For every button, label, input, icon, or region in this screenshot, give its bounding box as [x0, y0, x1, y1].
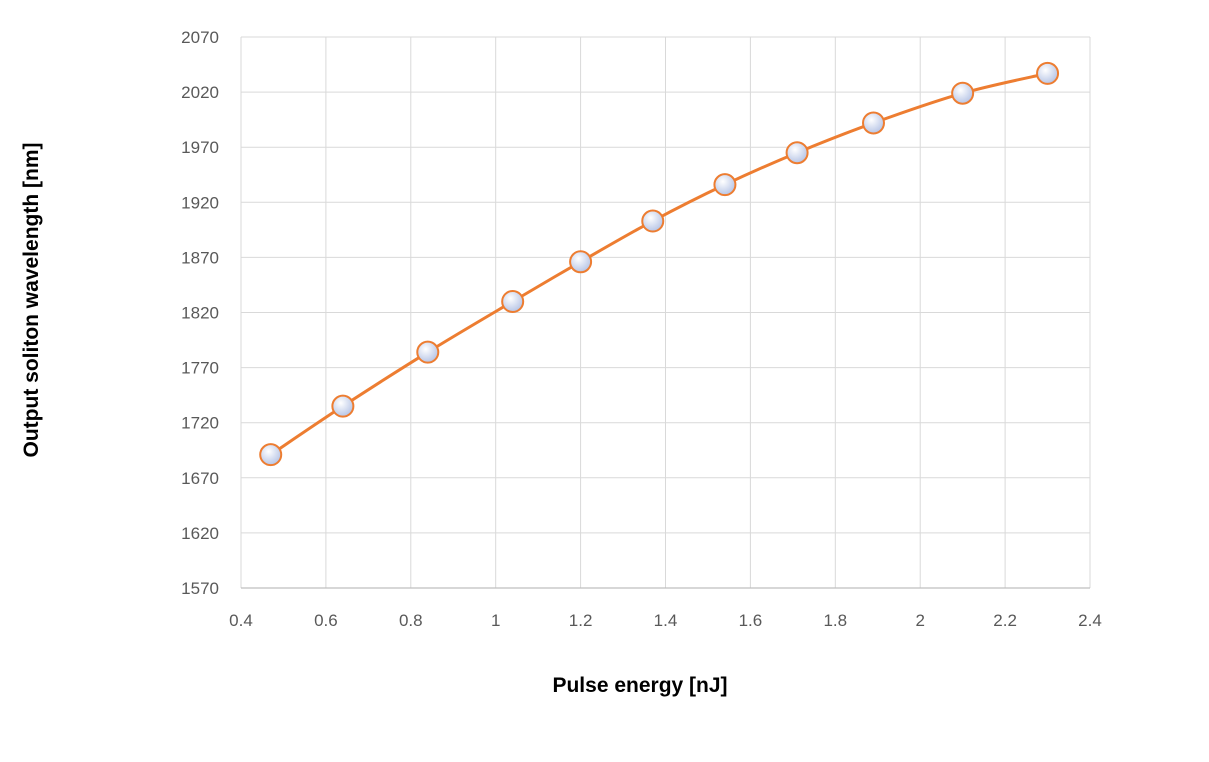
y-tick-label: 1820: [181, 304, 219, 323]
y-axis-title: Output soliton wavelength [nm]: [20, 143, 43, 458]
y-tick-label: 2070: [181, 28, 219, 47]
data-point-marker: [785, 141, 809, 165]
y-tick-label: 1920: [181, 193, 219, 212]
x-axis-title: Pulse energy [nJ]: [552, 674, 727, 697]
y-axis-ticks: 1570 1620 1670 1720 1770 1820 1870 1920 1970 2020…: [181, 28, 219, 598]
y-tick-label: 1620: [181, 524, 219, 543]
y-tick-label: 1720: [181, 414, 219, 433]
data-point-marker: [1036, 61, 1060, 85]
data-point-marker: [713, 173, 737, 197]
x-axis-ticks: 0.4 0.6 0.8 1 1.2 1.4 1.6 1.8 2 2.2 2.4: [229, 611, 1102, 630]
y-tick-label: 1770: [181, 359, 219, 378]
data-point-marker: [641, 209, 665, 233]
x-tick-label: 2.4: [1078, 611, 1102, 630]
x-tick-label: 0.8: [399, 611, 423, 630]
x-tick-label: 1.8: [823, 611, 847, 630]
x-tick-label: 1.6: [739, 611, 763, 630]
x-tick-label: 1.2: [569, 611, 593, 630]
data-point-marker: [862, 111, 886, 135]
series-line: [269, 71, 1050, 457]
y-tick-label: 1870: [181, 248, 219, 267]
y-tick-label: 1670: [181, 469, 219, 488]
x-tick-label: 2.2: [993, 611, 1017, 630]
y-tick-label: 2020: [181, 83, 219, 102]
data-point-marker: [416, 340, 440, 364]
series: [269, 71, 1050, 457]
x-tick-label: 1: [491, 611, 500, 630]
data-point-marker: [259, 443, 283, 467]
y-tick-label: 1970: [181, 138, 219, 157]
data-point-marker: [569, 250, 593, 274]
data-points: [259, 61, 1060, 467]
x-tick-label: 0.6: [314, 611, 338, 630]
data-point-marker: [951, 81, 975, 105]
data-point-marker: [331, 394, 355, 418]
x-tick-label: 1.4: [654, 611, 678, 630]
y-tick-label: 1570: [181, 579, 219, 598]
x-tick-label: 0.4: [229, 611, 253, 630]
grid: [240, 36, 1091, 589]
x-tick-label: 2: [915, 611, 924, 630]
data-point-marker: [501, 289, 525, 313]
